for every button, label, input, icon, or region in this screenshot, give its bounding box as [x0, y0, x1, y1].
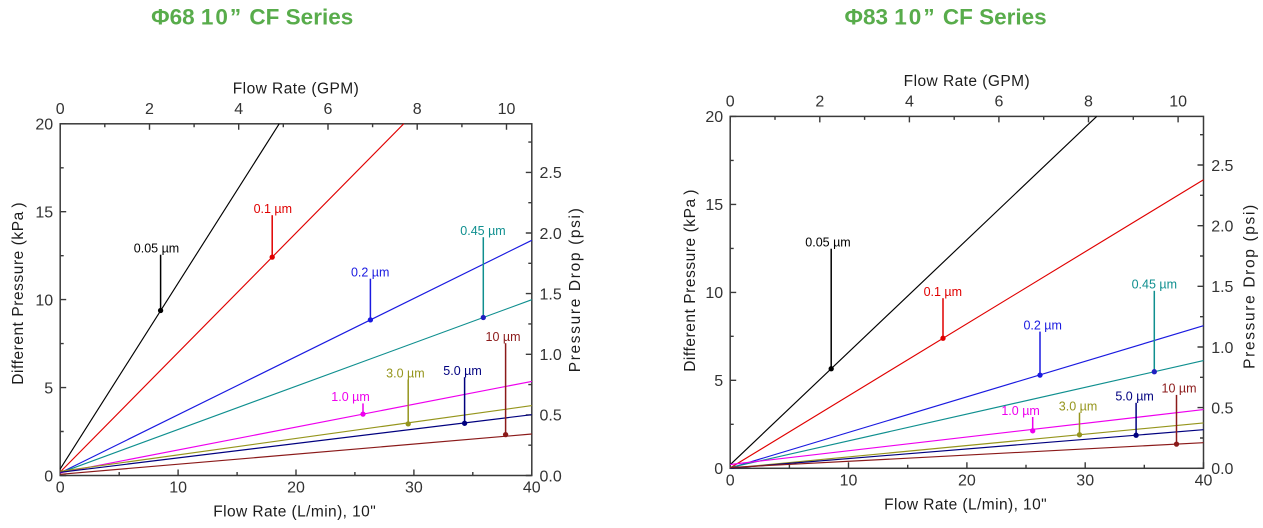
svg-text:6: 6 [324, 101, 333, 118]
svg-text:5.0 µm: 5.0 µm [443, 364, 481, 378]
svg-text:Pressure Drop (psi): Pressure Drop (psi) [567, 207, 584, 373]
svg-text:15: 15 [705, 197, 723, 214]
svg-text:Flow Rate (L/min), 10": Flow Rate (L/min), 10" [884, 496, 1047, 513]
svg-text:0: 0 [56, 101, 65, 118]
svg-text:40: 40 [1195, 472, 1213, 489]
svg-text:20: 20 [35, 117, 53, 134]
svg-text:10: 10 [35, 292, 53, 309]
svg-text:15: 15 [35, 205, 53, 222]
svg-text:4: 4 [234, 101, 243, 118]
svg-text:3.0 µm: 3.0 µm [1059, 399, 1097, 413]
svg-text:1.0: 1.0 [540, 347, 562, 364]
svg-text:5: 5 [44, 380, 53, 397]
svg-text:0: 0 [726, 472, 735, 489]
svg-text:0.45 µm: 0.45 µm [1132, 278, 1177, 292]
svg-text:1.0: 1.0 [1211, 340, 1233, 357]
svg-text:10 µm: 10 µm [486, 330, 521, 344]
svg-text:1.5: 1.5 [540, 286, 562, 303]
svg-text:0.45 µm: 0.45 µm [460, 224, 505, 238]
svg-text:20: 20 [705, 109, 723, 126]
svg-text:2: 2 [145, 101, 154, 118]
svg-text:30: 30 [1076, 472, 1094, 489]
svg-text:6: 6 [994, 93, 1003, 110]
svg-text:Flow Rate (GPM): Flow Rate (GPM) [904, 73, 1030, 90]
svg-text:0.05 µm: 0.05 µm [805, 236, 850, 250]
svg-text:1.5: 1.5 [1211, 279, 1233, 296]
svg-text:40: 40 [523, 480, 541, 497]
svg-text:10: 10 [498, 101, 516, 118]
svg-text:4: 4 [905, 93, 914, 110]
svg-text:10: 10 [705, 285, 723, 302]
svg-text:0.1 µm: 0.1 µm [924, 285, 962, 299]
svg-text:0.5: 0.5 [1211, 400, 1233, 417]
svg-text:2.0: 2.0 [540, 226, 562, 243]
svg-text:1.0 µm: 1.0 µm [331, 390, 369, 404]
svg-text:Φ83 10” CF Series: Φ83 10” CF Series [845, 4, 1047, 29]
svg-text:Flow Rate (GPM): Flow Rate (GPM) [233, 80, 359, 97]
svg-text:0.2 µm: 0.2 µm [1023, 318, 1061, 332]
svg-text:0.0: 0.0 [540, 468, 562, 485]
svg-text:3.0 µm: 3.0 µm [386, 366, 424, 380]
svg-text:10: 10 [1169, 93, 1187, 110]
svg-text:2: 2 [815, 93, 824, 110]
svg-text:0.1 µm: 0.1 µm [254, 202, 292, 216]
svg-text:5: 5 [714, 373, 723, 390]
svg-text:0: 0 [44, 468, 53, 485]
svg-text:Φ68 10” CF Series: Φ68 10” CF Series [151, 4, 353, 29]
svg-text:30: 30 [405, 480, 423, 497]
svg-text:10: 10 [169, 480, 187, 497]
svg-text:0.0: 0.0 [1211, 461, 1233, 478]
svg-text:0: 0 [714, 461, 723, 478]
svg-text:5.0 µm: 5.0 µm [1115, 390, 1153, 404]
svg-text:Flow Rate (L/min), 10": Flow Rate (L/min), 10" [213, 504, 376, 521]
svg-text:0.05 µm: 0.05 µm [134, 242, 179, 256]
svg-text:Different Pressure (kPa ): Different Pressure (kPa ) [682, 189, 699, 372]
svg-text:Different Pressure (kPa ): Different Pressure (kPa ) [10, 202, 27, 385]
svg-text:8: 8 [413, 101, 422, 118]
svg-text:0: 0 [726, 93, 735, 110]
svg-text:0.2 µm: 0.2 µm [351, 266, 389, 280]
svg-text:8: 8 [1084, 93, 1093, 110]
svg-text:20: 20 [958, 472, 976, 489]
svg-text:10: 10 [840, 472, 858, 489]
svg-text:Pressure Drop (psi): Pressure Drop (psi) [1242, 203, 1259, 369]
svg-text:1.0 µm: 1.0 µm [1001, 404, 1039, 418]
svg-text:2.5: 2.5 [1211, 158, 1233, 175]
svg-text:0.5: 0.5 [540, 408, 562, 425]
svg-text:20: 20 [287, 480, 305, 497]
svg-text:2.0: 2.0 [1211, 219, 1233, 236]
svg-text:2.5: 2.5 [540, 165, 562, 182]
svg-text:0: 0 [56, 480, 65, 497]
svg-text:10 µm: 10 µm [1162, 382, 1197, 396]
